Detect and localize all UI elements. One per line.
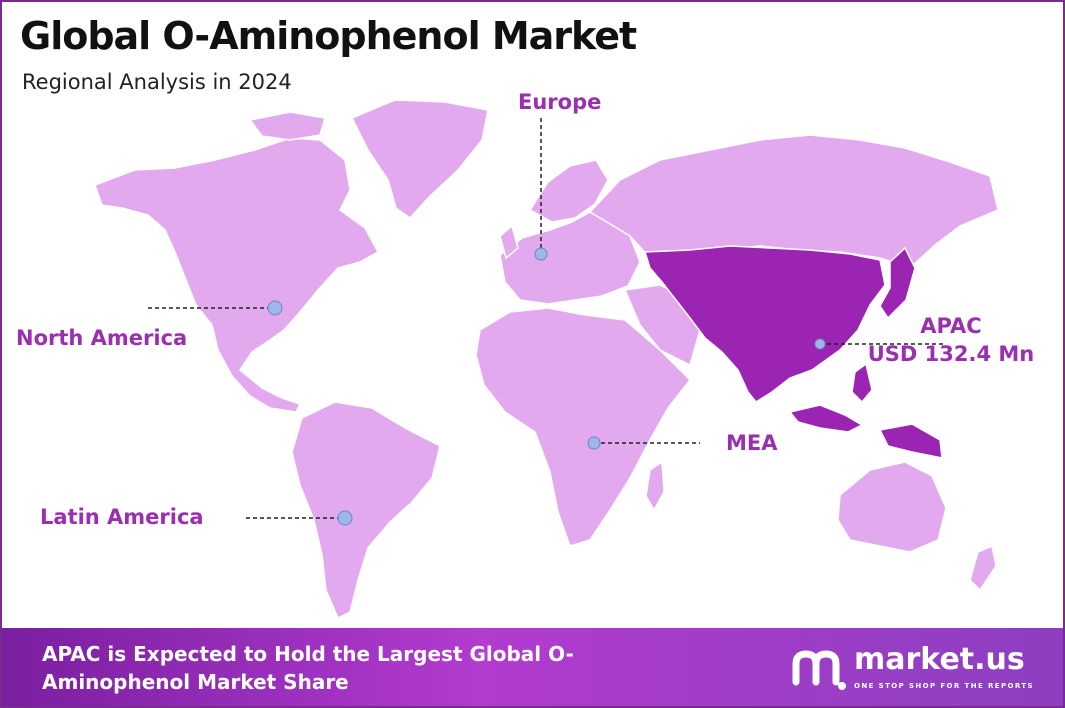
- uk-shape: [499, 224, 519, 260]
- japan-shape: [879, 246, 916, 320]
- greenland-shape: [350, 99, 489, 219]
- europe-shape: [499, 211, 641, 305]
- south-america-shape: [291, 401, 441, 620]
- indonesia-shape: [788, 404, 864, 433]
- arctic-islands-shape: [248, 111, 326, 141]
- apac-region: [643, 245, 943, 459]
- new-guinea-shape: [878, 423, 943, 459]
- mea-marker: [587, 436, 601, 450]
- land-masses: [94, 99, 999, 620]
- region-label-europe: Europe: [518, 90, 602, 114]
- footer-headline: APAC is Expected to Hold the Largest Glo…: [42, 642, 574, 694]
- region-label-apac: APAC: [920, 314, 982, 338]
- north-america-shape: [94, 137, 380, 413]
- asia-mainland-shape: [643, 245, 886, 403]
- madagascar-shape: [645, 460, 665, 512]
- russia-shape: [588, 134, 999, 269]
- region-label-mea: MEA: [726, 431, 778, 455]
- australia-shape: [837, 461, 947, 553]
- brand-logo: market.us ONE STOP SHOP FOR THE REPORTS: [790, 638, 1050, 698]
- latin-america-marker: [337, 510, 353, 526]
- apac-marker: [814, 338, 826, 350]
- page-title: Global O-Aminophenol Market: [20, 14, 637, 58]
- apac-value: USD 132.4 Mn: [867, 342, 1035, 366]
- marker-dots: [267, 247, 826, 526]
- brand-tagline: ONE STOP SHOP FOR THE REPORTS: [854, 682, 1034, 690]
- north-america-marker: [267, 300, 283, 316]
- region-label-latin-america: Latin America: [40, 505, 204, 529]
- page-subtitle: Regional Analysis in 2024: [22, 70, 292, 94]
- market-us-logo-icon: [792, 650, 846, 690]
- philippines-shape: [851, 362, 873, 404]
- brand-name: market.us: [854, 642, 1025, 677]
- apac-callout: APAC USD 132.4 Mn: [856, 312, 1046, 368]
- europe-marker: [534, 247, 548, 261]
- new-zealand-shape: [969, 544, 997, 592]
- africa-shape: [475, 307, 692, 547]
- leader-lines: [148, 118, 946, 519]
- footer-banner: APAC is Expected to Hold the Largest Glo…: [2, 628, 1063, 706]
- region-label-north-america: North America: [16, 326, 188, 350]
- scandinavia-shape: [528, 159, 609, 223]
